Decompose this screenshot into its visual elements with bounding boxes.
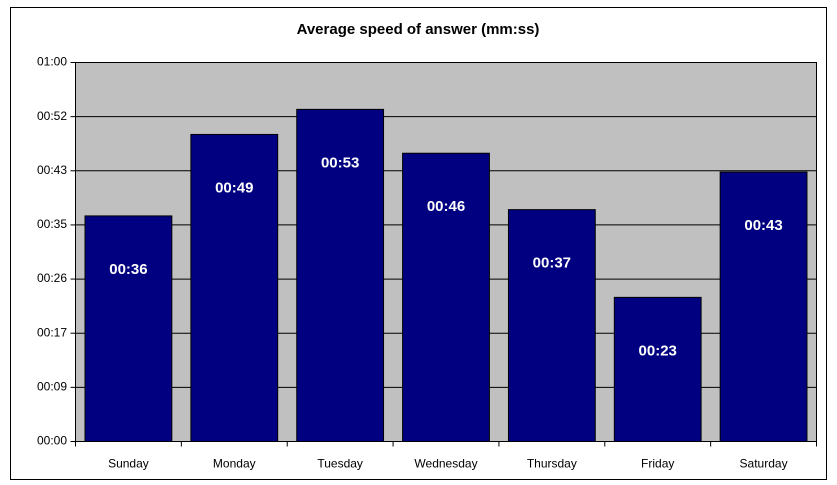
x-tick-label: Saturday — [740, 457, 788, 471]
data-label: 00:46 — [427, 198, 465, 215]
x-tick-label: Thursday — [527, 457, 577, 471]
y-tick-label: 00:17 — [37, 325, 67, 339]
bar — [84, 215, 173, 442]
data-label: 00:37 — [533, 255, 571, 272]
y-tick-label: 00:35 — [37, 217, 67, 231]
x-tick-label: Sunday — [108, 457, 149, 471]
y-tick-label: 01:00 — [37, 55, 67, 69]
x-tick-label: Monday — [213, 457, 256, 471]
bar — [190, 133, 279, 442]
x-tick-label: Wednesday — [414, 457, 477, 471]
data-label: 00:49 — [215, 179, 253, 196]
data-label: 00:53 — [321, 154, 359, 171]
data-label: 00:43 — [744, 217, 782, 234]
bar — [613, 296, 702, 443]
x-tick-label: Tuesday — [317, 457, 363, 471]
bar — [719, 171, 808, 442]
x-tick-label: Friday — [641, 457, 674, 471]
y-tick-label: 00:52 — [37, 109, 67, 123]
y-tick-label: 00:00 — [37, 434, 67, 448]
chart-title: Average speed of answer (mm:ss) — [297, 21, 540, 38]
bar — [507, 209, 596, 442]
bar — [296, 108, 385, 442]
y-tick-label: 00:43 — [37, 163, 67, 177]
data-label: 00:36 — [109, 261, 147, 278]
y-tick-label: 00:26 — [37, 271, 67, 285]
data-label: 00:23 — [639, 342, 677, 359]
y-tick-label: 00:09 — [37, 380, 67, 394]
bar — [402, 152, 490, 442]
